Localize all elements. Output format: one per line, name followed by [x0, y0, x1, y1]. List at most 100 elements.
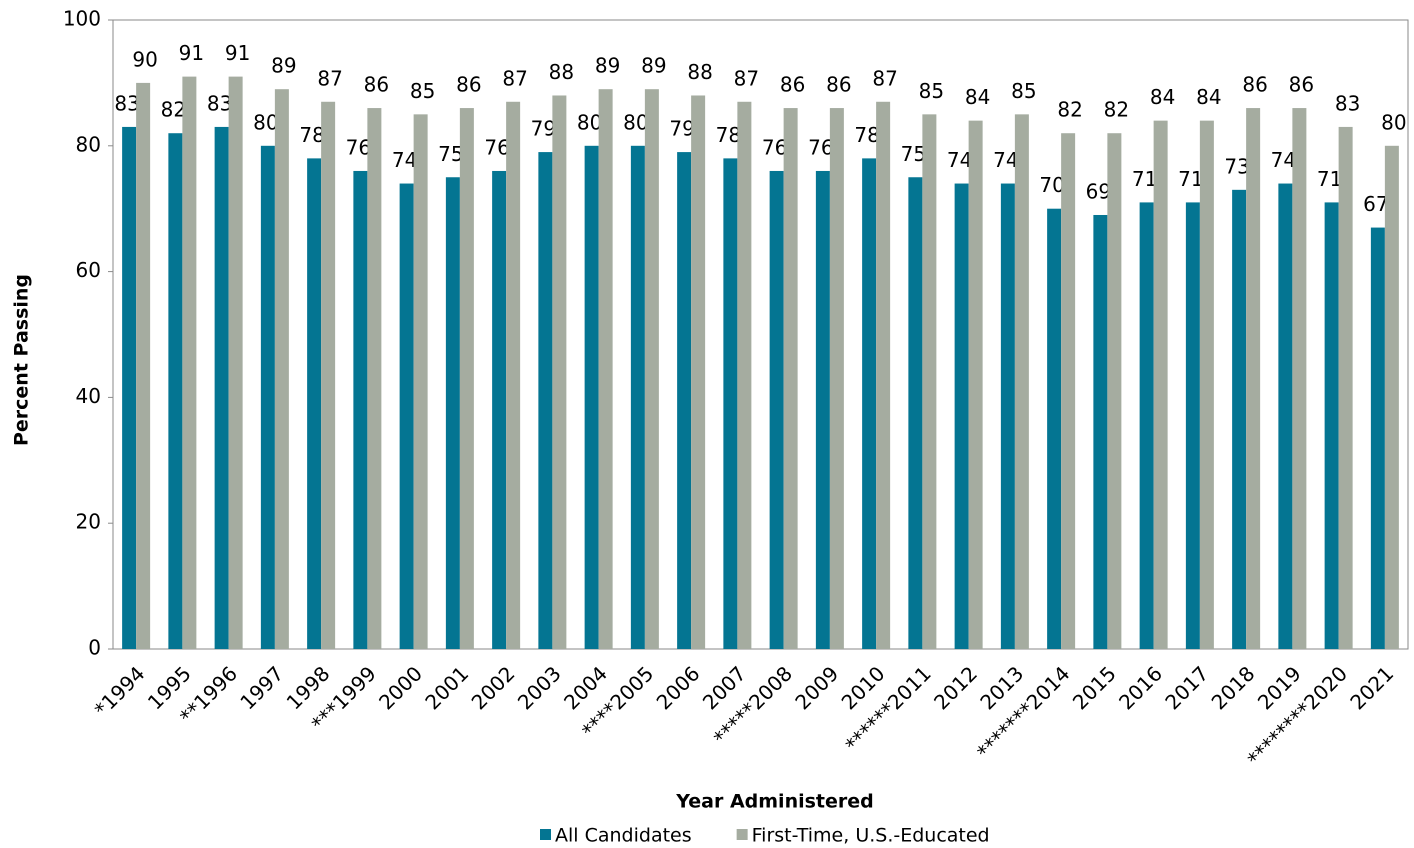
data-label: 82: [1104, 98, 1129, 122]
bar: [723, 158, 738, 649]
data-label: 83: [207, 91, 232, 115]
data-label: 74: [947, 148, 972, 172]
x-tick-label: 2021: [1345, 661, 1398, 714]
bar: [506, 101, 521, 649]
data-label: 85: [410, 79, 435, 103]
data-label: 80: [1381, 110, 1406, 134]
data-label: 71: [1178, 167, 1203, 191]
bar: [1278, 183, 1293, 650]
y-tick-label: 20: [76, 510, 101, 534]
data-label: 86: [780, 73, 805, 97]
bar: [214, 126, 229, 650]
bar: [1107, 133, 1122, 650]
data-label: 86: [1242, 73, 1267, 97]
bar: [168, 133, 183, 650]
legend-label: First-Time, U.S.-Educated: [752, 825, 990, 847]
bar: [1153, 120, 1168, 649]
data-label: 76: [484, 135, 509, 159]
bar: [459, 108, 474, 649]
bar: [862, 158, 877, 649]
bar: [1338, 126, 1353, 650]
legend-swatch: [540, 829, 551, 840]
data-label: 87: [872, 66, 897, 90]
data-label: 84: [965, 85, 990, 109]
y-tick-label: 0: [88, 636, 101, 660]
data-label: 86: [364, 73, 389, 97]
bar: [1324, 202, 1339, 649]
bar: [737, 101, 752, 649]
bar: [552, 95, 567, 650]
x-tick-label: 2001: [420, 661, 473, 714]
bar: [630, 145, 645, 650]
bar: [228, 76, 243, 650]
data-label: 89: [595, 54, 620, 78]
bar: [644, 89, 659, 649]
data-label: 75: [438, 142, 463, 166]
data-label: 80: [253, 110, 278, 134]
data-label: 71: [1317, 167, 1342, 191]
data-label: 76: [762, 135, 787, 159]
bar: [1047, 208, 1062, 649]
bar: [908, 177, 923, 649]
data-label: 74: [392, 148, 417, 172]
x-axis-title: Year Administered: [675, 791, 874, 813]
bar: [182, 76, 197, 650]
data-label: 89: [641, 54, 666, 78]
x-tick-label: 2000: [374, 661, 427, 714]
bar: [1061, 133, 1076, 650]
bar: [399, 183, 414, 650]
x-tick-label: 2006: [652, 661, 705, 714]
bar: [367, 108, 382, 649]
bar: [829, 108, 844, 649]
bar: [783, 108, 798, 649]
bar: [1014, 114, 1029, 650]
bar: [307, 158, 322, 649]
bar: [1246, 108, 1261, 649]
data-label: 79: [669, 117, 694, 141]
data-label: 86: [1289, 73, 1314, 97]
bar: [922, 114, 937, 650]
bar: [260, 145, 275, 650]
data-label: 87: [734, 66, 759, 90]
y-tick-label: 40: [76, 384, 101, 408]
data-label: 80: [577, 110, 602, 134]
x-tick-label: 2012: [929, 661, 982, 714]
x-tick-label: 2017: [1160, 661, 1213, 714]
plot-frame: [112, 19, 1409, 650]
bar: [538, 152, 553, 649]
data-label: 87: [502, 66, 527, 90]
data-label: 67: [1363, 192, 1388, 216]
bar: [677, 152, 692, 649]
bar: [1199, 120, 1214, 649]
data-label: 74: [993, 148, 1018, 172]
bar: [769, 170, 784, 649]
bar: [1000, 183, 1015, 650]
data-label: 87: [317, 66, 342, 90]
bar: [321, 101, 336, 649]
bar: [815, 170, 830, 649]
y-tick-label: 100: [63, 7, 101, 31]
bar: [445, 177, 460, 649]
x-tick-label: 1997: [235, 661, 288, 714]
x-tick-label: 2002: [467, 661, 520, 714]
data-label: 89: [271, 54, 296, 78]
data-label: 86: [826, 73, 851, 97]
data-label: 85: [1011, 79, 1036, 103]
data-label: 73: [1224, 154, 1249, 178]
data-label: 80: [623, 110, 648, 134]
data-label: 74: [1271, 148, 1296, 172]
bar: [136, 82, 151, 649]
bar: [876, 101, 891, 649]
bar: [691, 95, 706, 650]
bar: [1384, 145, 1399, 650]
data-label: 76: [346, 135, 371, 159]
x-tick-label: 2018: [1207, 661, 1260, 714]
data-label: 90: [132, 47, 157, 71]
data-label: 70: [1039, 173, 1064, 197]
bar: [1185, 202, 1200, 649]
data-label: 78: [854, 123, 879, 147]
bar: [413, 114, 428, 650]
x-tick-label: *1994: [90, 661, 150, 721]
data-label: 88: [687, 60, 712, 84]
data-label: 84: [1196, 85, 1221, 109]
